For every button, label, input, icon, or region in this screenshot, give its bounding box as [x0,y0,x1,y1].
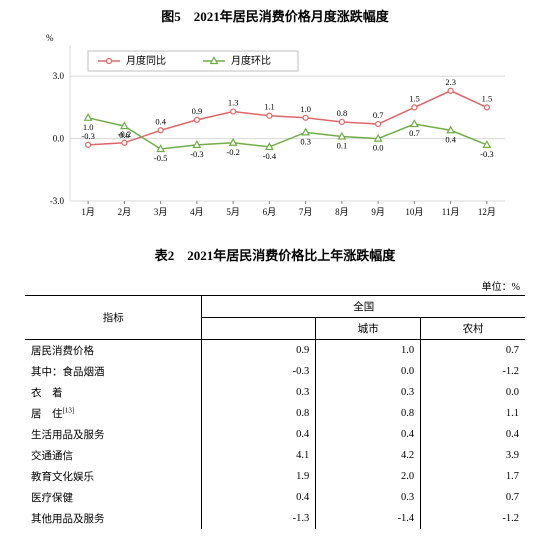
svg-text:0.1: 0.1 [337,141,348,151]
svg-text:-0.3: -0.3 [480,149,493,159]
cell-urban: 4.2 [316,445,421,466]
svg-text:-0.2: -0.2 [226,147,239,157]
svg-text:0.3: 0.3 [300,136,311,146]
cell-urban: 0.3 [316,487,421,508]
svg-text:0.0: 0.0 [373,143,384,153]
table-row: 医疗保健0.40.30.7 [25,487,525,508]
row-label: 生活用品及服务 [25,424,202,445]
svg-text:8月: 8月 [335,207,349,217]
svg-text:-0.4: -0.4 [263,151,277,161]
cell-rural: 1.1 [421,403,525,424]
svg-text:月度环比: 月度环比 [231,54,271,67]
cpi-yoy-table: 指标 全国 城市 农村 居民消费价格0.91.00.7其中：食品烟酒-0.30.… [25,295,525,529]
table-unit: 单位：% [0,278,550,293]
cell-urban: 0.0 [316,361,421,382]
table-row: 衣 着0.30.30.0 [25,382,525,403]
row-label: 居民消费价格 [25,340,202,362]
col-urban: 城市 [316,318,421,340]
svg-text:-0.5: -0.5 [154,153,167,163]
table-row: 其他用品及服务-1.3-1.4-1.2 [25,508,525,529]
table-row: 生活用品及服务0.40.40.4 [25,424,525,445]
cell-urban: 1.0 [316,340,421,362]
svg-text:1.5: 1.5 [409,93,420,103]
svg-text:1.3: 1.3 [228,98,239,108]
chart-svg: % -3.0 0.0 3.0 1月 2月 3月 4月 5月 6月 7月 8月 9月 10月 11月 12月 月度… [25,27,525,227]
cell-rural: 0.4 [421,424,525,445]
cell-national: 0.4 [202,487,316,508]
row-label: 居 住[13] [25,403,202,424]
svg-text:-3.0: -3.0 [50,196,65,206]
table-row: 交通通信4.14.23.9 [25,445,525,466]
svg-text:2月: 2月 [118,207,132,217]
row-label: 其他用品及服务 [25,508,202,529]
svg-text:1月: 1月 [81,207,95,217]
table-row: 居 住[13]0.80.81.1 [25,403,525,424]
svg-text:0.4: 0.4 [445,134,456,144]
cell-rural: 0.7 [421,340,525,362]
cell-national: -0.3 [202,361,316,382]
svg-text:3.0: 3.0 [53,71,65,81]
table-title: 表2 2021年居民消费价格比上年涨跌幅度 [0,245,550,264]
cpi-monthly-chart: % -3.0 0.0 3.0 1月 2月 3月 4月 5月 6月 7月 8月 9月 10月 11月 12月 月度… [25,27,525,227]
col-indicator: 指标 [25,296,202,340]
svg-text:-0.3: -0.3 [81,131,94,141]
table-row: 教育文化娱乐1.92.01.7 [25,466,525,487]
row-label: 其中：食品烟酒 [25,361,202,382]
cell-urban: -1.4 [316,508,421,529]
cell-national: 0.8 [202,403,316,424]
row-label: 衣 着 [25,382,202,403]
cell-urban: 0.8 [316,403,421,424]
cell-national: 0.4 [202,424,316,445]
cell-national: 4.1 [202,445,316,466]
svg-text:7月: 7月 [299,207,313,217]
col-national: 全国 [202,296,525,318]
row-label: 交通通信 [25,445,202,466]
svg-text:11月: 11月 [442,207,460,217]
cell-national: 0.3 [202,382,316,403]
row-label: 医疗保健 [25,487,202,508]
cell-rural: -1.2 [421,361,525,382]
svg-text:-0.3: -0.3 [190,149,203,159]
cell-rural: 0.0 [421,382,525,403]
table-row: 居民消费价格0.91.00.7 [25,340,525,362]
svg-text:9月: 9月 [371,207,385,217]
svg-text:0.4: 0.4 [155,116,166,126]
svg-text:6月: 6月 [263,207,277,217]
svg-text:1.0: 1.0 [83,122,94,132]
cell-rural: 3.9 [421,445,525,466]
svg-text:1.1: 1.1 [264,102,275,112]
cell-national: -1.3 [202,508,316,529]
svg-text:3月: 3月 [154,207,168,217]
cell-national: 1.9 [202,466,316,487]
svg-text:0.9: 0.9 [192,106,203,116]
cell-urban: 0.3 [316,382,421,403]
cell-rural: 1.7 [421,466,525,487]
col-rural: 农村 [421,318,525,340]
table-body: 居民消费价格0.91.00.7其中：食品烟酒-0.30.0-1.2衣 着0.30… [25,340,525,530]
svg-text:0.0: 0.0 [53,134,65,144]
svg-text:0.6: 0.6 [119,130,130,140]
svg-text:0.7: 0.7 [373,110,384,120]
svg-text:1.0: 1.0 [300,104,311,114]
svg-text:2.3: 2.3 [445,77,456,87]
cell-rural: -1.2 [421,508,525,529]
cell-national: 0.9 [202,340,316,362]
chart-title: 图5 2021年居民消费价格月度涨跌幅度 [0,6,550,25]
row-label: 教育文化娱乐 [25,466,202,487]
cell-urban: 2.0 [316,466,421,487]
table-row: 其中：食品烟酒-0.30.0-1.2 [25,361,525,382]
cell-rural: 0.7 [421,487,525,508]
svg-text:0.8: 0.8 [337,108,348,118]
svg-text:1.5: 1.5 [482,93,493,103]
svg-text:%: % [46,33,54,43]
svg-text:4月: 4月 [190,207,204,217]
svg-text:10月: 10月 [405,207,423,217]
cell-urban: 0.4 [316,424,421,445]
svg-text:12月: 12月 [478,207,496,217]
svg-text:0.7: 0.7 [409,128,420,138]
col-national-blank [202,318,316,340]
svg-text:月度同比: 月度同比 [126,54,166,67]
svg-text:5月: 5月 [226,207,240,217]
